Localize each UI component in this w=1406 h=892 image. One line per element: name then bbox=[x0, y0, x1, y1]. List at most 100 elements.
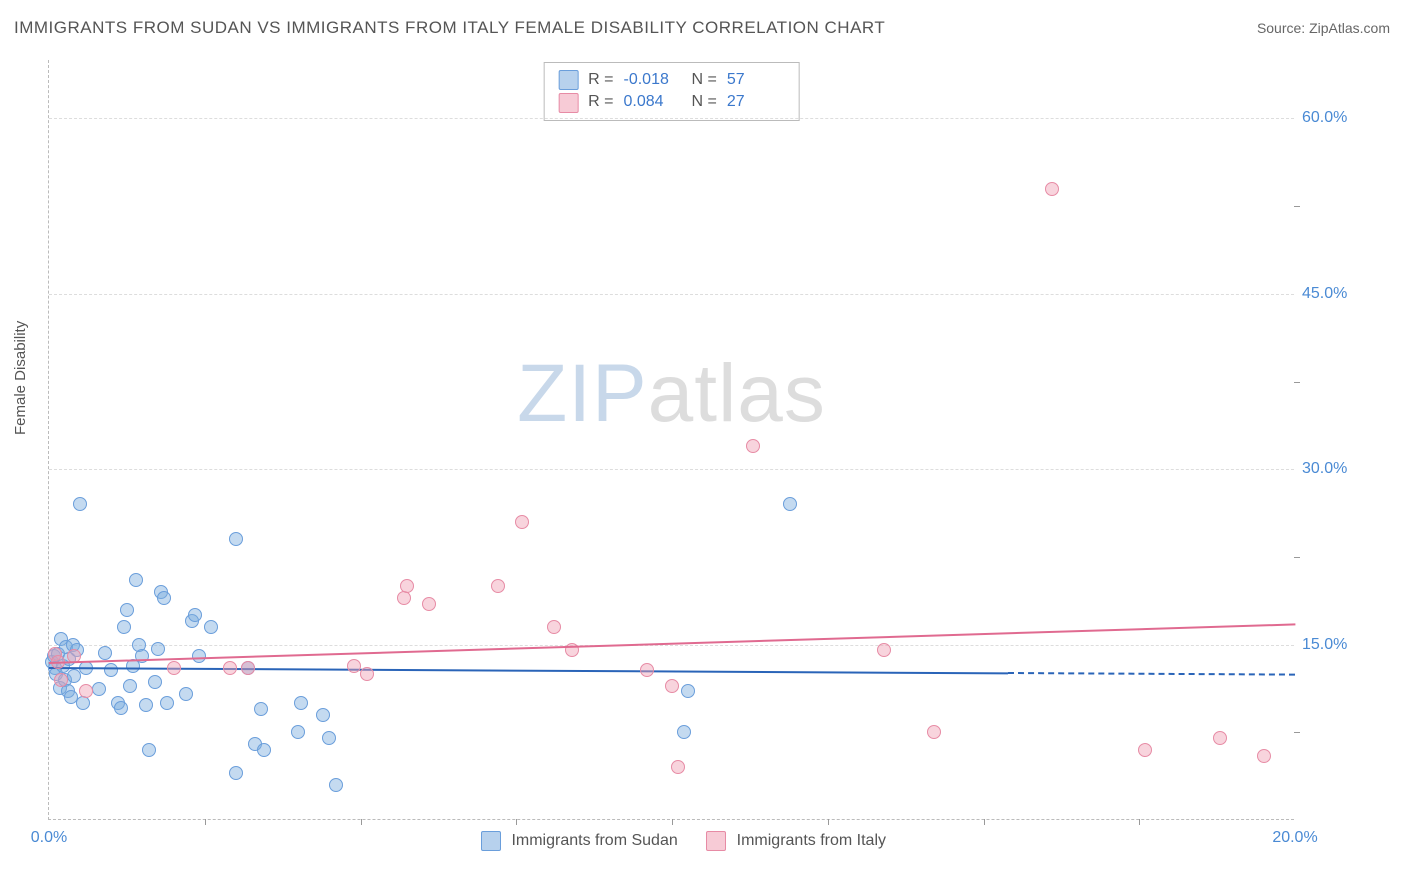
scatter-point-sudan bbox=[329, 778, 343, 792]
scatter-point-italy bbox=[1213, 731, 1227, 745]
x-tick-label: 20.0% bbox=[1272, 829, 1317, 847]
scatter-point-sudan bbox=[204, 620, 218, 634]
x-minor-tick bbox=[828, 819, 829, 825]
scatter-point-italy bbox=[1138, 743, 1152, 757]
scatter-point-italy bbox=[167, 661, 181, 675]
scatter-point-sudan bbox=[257, 743, 271, 757]
x-minor-tick bbox=[205, 819, 206, 825]
scatter-point-italy bbox=[223, 661, 237, 675]
scatter-point-sudan bbox=[157, 591, 171, 605]
scatter-point-sudan bbox=[148, 675, 162, 689]
scatter-point-italy bbox=[241, 661, 255, 675]
scatter-point-italy bbox=[1257, 749, 1271, 763]
scatter-point-italy bbox=[640, 663, 654, 677]
scatter-point-italy bbox=[79, 684, 93, 698]
scatter-point-sudan bbox=[104, 663, 118, 677]
stats-r-label-2: R = bbox=[588, 91, 613, 113]
scatter-point-sudan bbox=[291, 725, 305, 739]
legend-swatch-sudan bbox=[481, 831, 501, 851]
chart-container: IMMIGRANTS FROM SUDAN VS IMMIGRANTS FROM… bbox=[0, 0, 1406, 892]
y-tick-label: 15.0% bbox=[1302, 636, 1392, 654]
scatter-point-italy bbox=[397, 591, 411, 605]
right-minor-tick bbox=[1294, 557, 1300, 558]
scatter-point-italy bbox=[671, 760, 685, 774]
stats-legend-box: R = -0.018 N = 57 R = 0.084 N = 27 bbox=[543, 62, 800, 121]
legend-bottom: Immigrants from Sudan Immigrants from It… bbox=[49, 831, 1294, 851]
scatter-point-sudan bbox=[120, 603, 134, 617]
x-minor-tick bbox=[1139, 819, 1140, 825]
scatter-point-sudan bbox=[139, 698, 153, 712]
scatter-point-italy bbox=[547, 620, 561, 634]
right-minor-tick bbox=[1294, 206, 1300, 207]
scatter-point-sudan bbox=[188, 608, 202, 622]
trend-line-sudan bbox=[49, 667, 1008, 674]
stats-r-sudan: -0.018 bbox=[624, 69, 682, 91]
scatter-point-sudan bbox=[229, 766, 243, 780]
legend-label-italy: Immigrants from Italy bbox=[737, 832, 886, 849]
x-minor-tick bbox=[984, 819, 985, 825]
scatter-point-sudan bbox=[229, 532, 243, 546]
legend-swatch-italy bbox=[706, 831, 726, 851]
y-axis-label: Female Disability bbox=[12, 321, 29, 435]
source-prefix: Source: bbox=[1257, 20, 1309, 36]
stats-swatch-sudan bbox=[558, 70, 578, 90]
stats-r-label: R = bbox=[588, 69, 613, 91]
stats-r-italy: 0.084 bbox=[624, 91, 682, 113]
scatter-point-sudan bbox=[316, 708, 330, 722]
stats-n-label: N = bbox=[692, 69, 717, 91]
scatter-point-sudan bbox=[92, 682, 106, 696]
gridline bbox=[49, 645, 1294, 646]
x-tick-label: 0.0% bbox=[31, 829, 67, 847]
gridline bbox=[49, 294, 1294, 295]
source-name: ZipAtlas.com bbox=[1309, 20, 1390, 36]
stats-n-label-2: N = bbox=[692, 91, 717, 113]
x-minor-tick bbox=[361, 819, 362, 825]
scatter-point-italy bbox=[400, 579, 414, 593]
x-minor-tick bbox=[516, 819, 517, 825]
gridline bbox=[49, 469, 1294, 470]
scatter-point-sudan bbox=[151, 642, 165, 656]
scatter-point-sudan bbox=[73, 497, 87, 511]
scatter-point-sudan bbox=[67, 669, 81, 683]
scatter-point-italy bbox=[491, 579, 505, 593]
gridline bbox=[49, 118, 1294, 119]
stats-n-sudan: 57 bbox=[727, 69, 785, 91]
y-tick-label: 60.0% bbox=[1302, 109, 1392, 127]
y-tick-label: 30.0% bbox=[1302, 460, 1392, 478]
watermark-atlas: atlas bbox=[648, 348, 826, 439]
scatter-point-sudan bbox=[117, 620, 131, 634]
scatter-point-italy bbox=[1045, 182, 1059, 196]
scatter-point-sudan bbox=[142, 743, 156, 757]
watermark-zip: ZIP bbox=[517, 348, 648, 439]
scatter-point-sudan bbox=[123, 679, 137, 693]
scatter-point-italy bbox=[746, 439, 760, 453]
y-tick-label: 45.0% bbox=[1302, 285, 1392, 303]
scatter-point-italy bbox=[54, 673, 68, 687]
plot-area: ZIPatlas R = -0.018 N = 57 R = 0.084 N =… bbox=[48, 60, 1294, 820]
legend-label-sudan: Immigrants from Sudan bbox=[511, 832, 677, 849]
scatter-point-italy bbox=[360, 667, 374, 681]
right-minor-tick bbox=[1294, 732, 1300, 733]
watermark: ZIPatlas bbox=[517, 347, 826, 441]
chart-title: IMMIGRANTS FROM SUDAN VS IMMIGRANTS FROM… bbox=[14, 18, 885, 38]
scatter-point-sudan bbox=[783, 497, 797, 511]
x-minor-tick bbox=[672, 819, 673, 825]
scatter-point-sudan bbox=[254, 702, 268, 716]
scatter-point-sudan bbox=[76, 696, 90, 710]
scatter-point-sudan bbox=[294, 696, 308, 710]
source-credit: Source: ZipAtlas.com bbox=[1257, 20, 1390, 36]
scatter-point-sudan bbox=[160, 696, 174, 710]
trend-line-sudan-dashed bbox=[1008, 672, 1295, 676]
scatter-point-sudan bbox=[322, 731, 336, 745]
right-minor-tick bbox=[1294, 382, 1300, 383]
scatter-point-sudan bbox=[179, 687, 193, 701]
scatter-point-italy bbox=[515, 515, 529, 529]
scatter-point-italy bbox=[422, 597, 436, 611]
scatter-point-sudan bbox=[677, 725, 691, 739]
scatter-point-italy bbox=[927, 725, 941, 739]
stats-row-sudan: R = -0.018 N = 57 bbox=[558, 69, 785, 91]
scatter-point-italy bbox=[665, 679, 679, 693]
scatter-point-italy bbox=[877, 643, 891, 657]
scatter-point-sudan bbox=[98, 646, 112, 660]
stats-swatch-italy bbox=[558, 93, 578, 113]
